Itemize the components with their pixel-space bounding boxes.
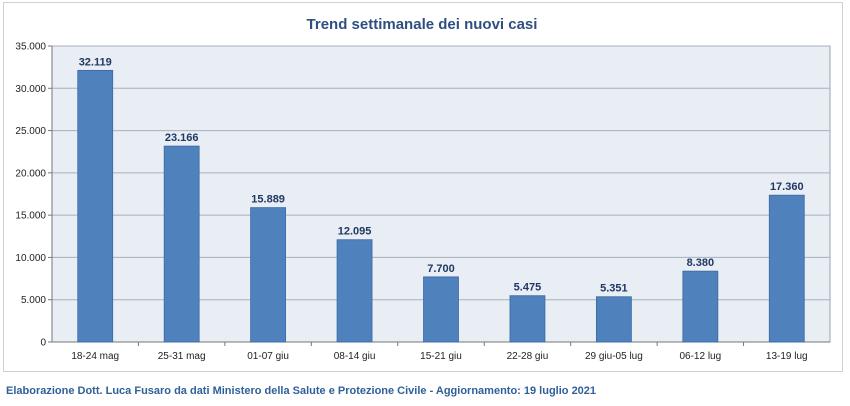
data-label: 5.351: [600, 283, 628, 295]
x-tick-label: 22-28 giu: [507, 351, 549, 362]
bar: [250, 207, 287, 343]
bar: [682, 270, 719, 343]
bar: [423, 276, 459, 343]
y-tick-label: 15.000: [15, 211, 46, 222]
chart-title: Trend settimanale dei nuovi casi: [307, 16, 538, 33]
data-label: 17.360: [770, 181, 804, 193]
y-tick-label: 35.000: [15, 42, 46, 53]
bar-chart: Trend settimanale dei nuovi casi 0 5.000 1…: [15, 16, 831, 362]
bar: [595, 296, 632, 343]
chart-frame: Trend settimanale dei nuovi casi 0 5.000 1…: [3, 2, 843, 372]
x-tick-label: 18-24 mag: [71, 351, 119, 362]
x-tick-label: 29 giu-05 lug: [585, 351, 643, 362]
bar: [336, 239, 373, 343]
bar: [163, 145, 200, 343]
x-tick-label: 06-12 lug: [679, 351, 721, 362]
y-tick-label: 10.000: [15, 253, 46, 264]
y-tick-label: 20.000: [15, 168, 46, 179]
bar: [509, 295, 546, 343]
bar: [77, 69, 114, 343]
data-label: 23.166: [165, 132, 199, 144]
x-tick-label: 13-19 lug: [766, 351, 808, 362]
x-tick-label: 01-07 giu: [247, 351, 289, 362]
data-label: 12.095: [338, 226, 372, 238]
x-tick-label: 25-31 mag: [158, 351, 206, 362]
y-tick-label: 5.000: [21, 295, 46, 306]
data-label: 15.889: [251, 194, 285, 206]
y-tick-label: 0: [40, 338, 46, 349]
data-label: 5.475: [514, 282, 542, 294]
x-tick-label: 15-21 giu: [420, 351, 462, 362]
data-label: 8.380: [687, 257, 715, 269]
y-tick-label: 30.000: [15, 84, 46, 95]
data-label: 32.119: [79, 56, 112, 68]
y-tick-label: 25.000: [15, 126, 46, 137]
credit-text: Elaborazione Dott. Luca Fusaro da dati M…: [6, 385, 597, 397]
data-label: 7.700: [427, 263, 455, 275]
x-tick-label: 08-14 giu: [334, 351, 376, 362]
bar: [768, 194, 805, 343]
